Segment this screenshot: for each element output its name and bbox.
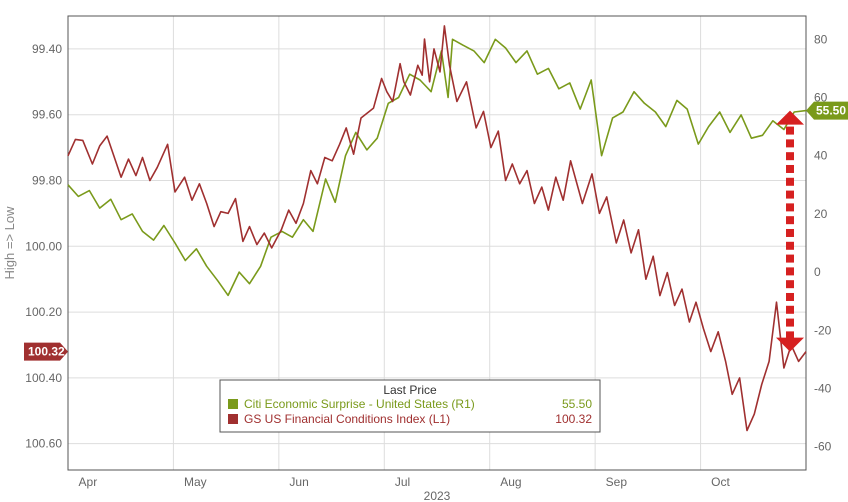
legend-label: Citi Economic Surprise - United States (…	[244, 397, 475, 411]
left-axis-tick: 100.60	[25, 437, 62, 451]
divergence-arrow-dash	[786, 152, 794, 160]
right-axis-tick: 0	[814, 265, 821, 279]
legend-value: 55.50	[562, 397, 592, 411]
left-axis-tick: 100.40	[25, 371, 62, 385]
divergence-arrow-dash	[786, 229, 794, 237]
x-axis-month: Jul	[395, 475, 410, 489]
divergence-arrow-dash	[786, 216, 794, 224]
x-axis-month: Jun	[289, 475, 308, 489]
divergence-arrow-dash	[786, 139, 794, 147]
left-axis-tick: 99.80	[32, 173, 62, 187]
right-axis-tick: -20	[814, 323, 832, 337]
right-axis-tick: 40	[814, 149, 828, 163]
legend-title: Last Price	[383, 383, 437, 397]
left-axis-tick: 100.00	[25, 239, 62, 253]
divergence-arrow-dash	[786, 191, 794, 199]
divergence-arrow-dash	[786, 127, 794, 135]
right-axis-tick: -60	[814, 440, 832, 454]
right-axis-tick: 20	[814, 207, 828, 221]
right-axis-tick: -40	[814, 382, 832, 396]
divergence-arrow-dash	[786, 319, 794, 327]
right-axis-tick: 80	[814, 32, 828, 46]
divergence-arrow-dash	[786, 203, 794, 211]
divergence-arrow-dash	[786, 178, 794, 186]
divergence-arrow-dash	[786, 255, 794, 263]
divergence-arrow-dash	[786, 165, 794, 173]
divergence-arrow-dash	[786, 242, 794, 250]
legend-value: 100.32	[555, 412, 592, 426]
legend-label: GS US Financial Conditions Index (L1)	[244, 412, 450, 426]
x-axis-month: Apr	[79, 475, 98, 489]
legend-swatch	[228, 399, 238, 409]
divergence-arrow-dash	[786, 306, 794, 314]
legend-swatch	[228, 414, 238, 424]
financial-conditions-chart: 99.40 99.60 99.80 100.00 100.20 100.40 100.60 -…	[0, 0, 848, 502]
left-axis-tick: 99.40	[32, 42, 62, 56]
left-axis-tick: 100.20	[25, 305, 62, 319]
x-axis-month: Sep	[606, 475, 628, 489]
x-axis-year: 2023	[424, 489, 451, 502]
divergence-arrow-dash	[786, 293, 794, 301]
x-axis-month: May	[184, 475, 207, 489]
divergence-arrow-dash	[786, 280, 794, 288]
left-price-tag-text: 100.32	[28, 345, 65, 359]
left-axis-direction-label: High => Low	[2, 206, 17, 280]
x-axis-month: Oct	[711, 475, 730, 489]
right-price-tag-text: 55.50	[816, 104, 846, 118]
divergence-arrow-dash	[786, 267, 794, 275]
x-axis-month: Aug	[500, 475, 521, 489]
left-axis-tick: 99.60	[32, 108, 62, 122]
chart-svg: 99.40 99.60 99.80 100.00 100.20 100.40 100.60 -…	[0, 0, 848, 502]
